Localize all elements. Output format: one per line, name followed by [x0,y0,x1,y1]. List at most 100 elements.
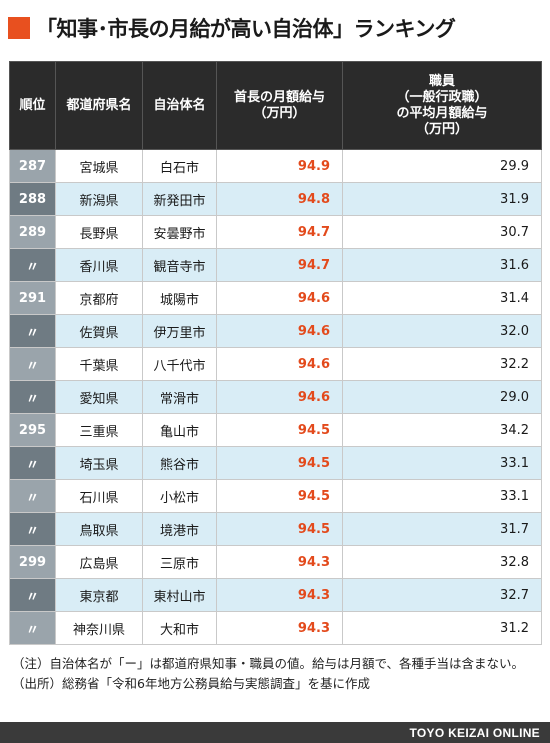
cell-municipality: 東村山市 [142,578,217,612]
header-prefecture: 都道府県名 [55,61,143,150]
cell-rank: 299 [9,545,56,579]
cell-staff-salary: 34.2 [342,413,542,447]
cell-mayor-salary: 94.5 [216,446,343,480]
table-row: 〃神奈川県 大和市 94.3 31.2 [9,611,542,645]
cell-prefecture: 東京都 [55,578,143,612]
cell-prefecture: 広島県 [55,545,143,579]
ranking-table: 順位 都道府県名 自治体名 首長の月額給与 （万円） 職員 （一般行政職） の平… [9,61,542,645]
cell-prefecture: 新潟県 [55,182,143,216]
cell-staff-salary: 33.1 [342,446,542,480]
cell-municipality: 境港市 [142,512,217,546]
cell-staff-salary: 32.8 [342,545,542,579]
table-row: 〃愛知県 常滑市 94.6 29.0 [9,380,542,414]
cell-prefecture: 佐賀県 [55,314,143,348]
page-title: 「知事･市長の月給が高い自治体」ランキング [36,17,456,41]
cell-prefecture: 鳥取県 [55,512,143,546]
cell-municipality: 伊万里市 [142,314,217,348]
cell-municipality: 観音寺市 [142,248,217,282]
cell-mayor-salary: 94.6 [216,380,343,414]
cell-prefecture: 石川県 [55,479,143,513]
table-row: 〃香川県 観音寺市 94.7 31.6 [9,248,542,282]
header-municipality: 自治体名 [142,61,217,150]
cell-rank: 289 [9,215,56,249]
footer-brand: TOYO KEIZAI ONLINE [0,722,550,743]
header-rank: 順位 [9,61,56,150]
cell-prefecture: 三重県 [55,413,143,447]
cell-rank: 287 [9,149,56,183]
cell-rank: 288 [9,182,56,216]
cell-municipality: 熊谷市 [142,446,217,480]
cell-staff-salary: 31.7 [342,512,542,546]
cell-municipality: 三原市 [142,545,217,579]
note-source: （出所）総務省「令和6年地方公務員給与実態調査」を基に作成 [12,676,370,691]
cell-municipality: 小松市 [142,479,217,513]
cell-rank: 291 [9,281,56,315]
cell-municipality: 新発田市 [142,182,217,216]
cell-staff-salary: 31.2 [342,611,542,645]
table-row: 〃佐賀県 伊万里市 94.6 32.0 [9,314,542,348]
cell-staff-salary: 31.6 [342,248,542,282]
cell-mayor-salary: 94.6 [216,347,343,381]
cell-mayor-salary: 94.9 [216,149,343,183]
table-row: 289 長野県 安曇野市 94.7 30.7 [9,215,542,249]
cell-rank: 〃 [9,380,56,414]
table-row: 〃石川県 小松市 94.5 33.1 [9,479,542,513]
cell-prefecture: 神奈川県 [55,611,143,645]
cell-mayor-salary: 94.5 [216,479,343,513]
table-header-row: 順位 都道府県名 自治体名 首長の月額給与 （万円） 職員 （一般行政職） の平… [9,61,542,150]
cell-mayor-salary: 94.3 [216,545,343,579]
table-row: 295 三重県 亀山市 94.5 34.2 [9,413,542,447]
cell-mayor-salary: 94.7 [216,215,343,249]
cell-mayor-salary: 94.3 [216,611,343,645]
cell-mayor-salary: 94.3 [216,578,343,612]
table-row: 291 京都府 城陽市 94.6 31.4 [9,281,542,315]
cell-mayor-salary: 94.5 [216,413,343,447]
cell-rank: 295 [9,413,56,447]
cell-prefecture: 宮城県 [55,149,143,183]
cell-mayor-salary: 94.6 [216,281,343,315]
title-marker [8,17,30,39]
cell-municipality: 安曇野市 [142,215,217,249]
cell-staff-salary: 33.1 [342,479,542,513]
cell-mayor-salary: 94.8 [216,182,343,216]
table-row: 〃東京都 東村山市 94.3 32.7 [9,578,542,612]
cell-municipality: 亀山市 [142,413,217,447]
header-mayor-salary: 首長の月額給与 （万円） [216,61,343,150]
title-row: 「知事･市長の月給が高い自治体」ランキング [8,8,548,48]
cell-municipality: 白石市 [142,149,217,183]
cell-rank: 〃 [9,479,56,513]
cell-prefecture: 千葉県 [55,347,143,381]
cell-rank: 〃 [9,578,56,612]
cell-rank: 〃 [9,314,56,348]
cell-staff-salary: 30.7 [342,215,542,249]
cell-municipality: 大和市 [142,611,217,645]
cell-mayor-salary: 94.5 [216,512,343,546]
table-row: 〃千葉県 八千代市 94.6 32.2 [9,347,542,381]
cell-prefecture: 京都府 [55,281,143,315]
cell-staff-salary: 32.7 [342,578,542,612]
table-body: 287 宮城県 白石市 94.9 29.9 288 新潟県 新発田市 94.8 31.9 289 長野… [9,149,542,645]
notes: （注）自治体名が「ー」は都道府県知事・職員の値。給与は月額で、各種手当は含まない… [12,654,542,694]
cell-staff-salary: 29.9 [342,149,542,183]
cell-prefecture: 香川県 [55,248,143,282]
cell-municipality: 常滑市 [142,380,217,414]
cell-rank: 〃 [9,611,56,645]
cell-municipality: 城陽市 [142,281,217,315]
table-row: 288 新潟県 新発田市 94.8 31.9 [9,182,542,216]
cell-rank: 〃 [9,512,56,546]
table-row: 〃鳥取県 境港市 94.5 31.7 [9,512,542,546]
cell-staff-salary: 31.4 [342,281,542,315]
cell-staff-salary: 32.2 [342,347,542,381]
header-staff-salary: 職員 （一般行政職） の平均月額給与 （万円） [342,61,542,150]
cell-prefecture: 埼玉県 [55,446,143,480]
cell-staff-salary: 31.9 [342,182,542,216]
cell-rank: 〃 [9,248,56,282]
cell-municipality: 八千代市 [142,347,217,381]
cell-mayor-salary: 94.6 [216,314,343,348]
cell-mayor-salary: 94.7 [216,248,343,282]
note-caveat: （注）自治体名が「ー」は都道府県知事・職員の値。給与は月額で、各種手当は含まない… [12,656,525,671]
table-row: 299 広島県 三原市 94.3 32.8 [9,545,542,579]
table-row: 〃埼玉県 熊谷市 94.5 33.1 [9,446,542,480]
cell-rank: 〃 [9,347,56,381]
table-row: 287 宮城県 白石市 94.9 29.9 [9,149,542,183]
